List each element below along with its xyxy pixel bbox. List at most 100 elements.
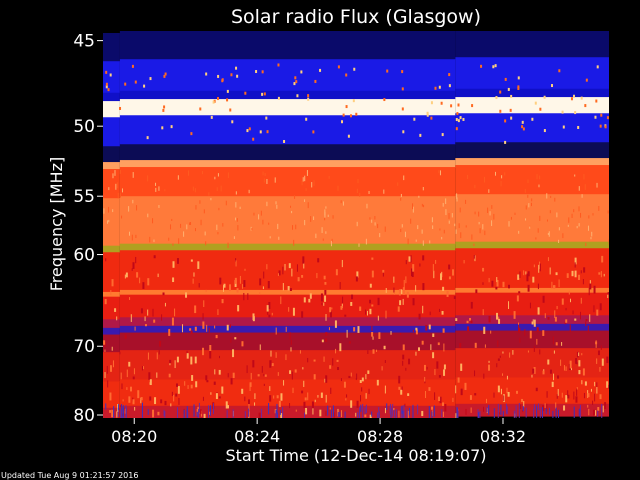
texture-striation	[523, 270, 525, 276]
texture-striation	[244, 396, 246, 402]
texture-striation	[359, 306, 362, 311]
texture-mottle	[227, 172, 229, 179]
texture-striation	[434, 369, 436, 376]
texture-mottle	[443, 229, 445, 234]
texture-striation	[590, 388, 592, 392]
texture-striation	[574, 262, 576, 268]
texture-striation	[257, 374, 260, 377]
texture-mottle	[530, 202, 532, 207]
texture-mottle	[128, 206, 130, 212]
texture-striation	[187, 385, 189, 389]
texture-mottle	[379, 233, 381, 238]
texture-striation	[248, 403, 250, 411]
texture-striation	[105, 258, 107, 262]
texture-striation	[563, 405, 566, 411]
texture-mottle	[455, 229, 457, 234]
texture-striation	[572, 310, 574, 315]
texture-mottle	[458, 223, 460, 229]
texture-interference	[177, 407, 179, 418]
texture-striation	[453, 296, 456, 300]
texture-speckle	[577, 125, 580, 129]
texture-striation	[533, 319, 536, 327]
texture-speckle	[585, 78, 588, 82]
spectrum-band	[119, 250, 456, 291]
texture-speckle	[507, 87, 510, 91]
texture-striation	[185, 292, 188, 298]
texture-striation	[407, 393, 410, 396]
texture-speckle	[434, 86, 437, 90]
texture-mottle	[325, 231, 327, 234]
texture-mottle	[253, 212, 255, 216]
texture-striation	[593, 305, 595, 313]
texture-mottle	[529, 226, 531, 229]
texture-mottle	[328, 175, 330, 179]
texture-speckle	[517, 85, 520, 89]
texture-mottle	[400, 193, 402, 198]
texture-mottle	[220, 185, 222, 192]
texture-striation	[137, 390, 140, 399]
texture-striation	[325, 338, 328, 342]
texture-striation	[589, 280, 591, 286]
texture-striation	[584, 381, 587, 386]
texture-mottle	[210, 197, 212, 201]
texture-mottle	[487, 207, 489, 214]
texture-striation	[218, 369, 221, 375]
texture-mottle	[536, 174, 538, 180]
texture-speckle	[383, 98, 386, 102]
texture-striation	[246, 365, 248, 374]
texture-striation	[579, 311, 581, 320]
texture-speckle	[355, 112, 358, 116]
texture-mottle	[459, 207, 461, 213]
texture-striation	[361, 377, 364, 382]
texture-striation	[393, 292, 395, 295]
texture-mottle	[558, 239, 560, 244]
texture-striation	[425, 391, 427, 399]
texture-mottle	[410, 218, 412, 224]
texture-striation	[604, 402, 607, 410]
texture-striation	[361, 387, 363, 392]
texture-striation	[160, 399, 163, 404]
texture-interference	[198, 402, 200, 413]
texture-interference	[120, 409, 122, 418]
x-tick-label: 08:24	[234, 427, 280, 446]
texture-speckle	[492, 65, 495, 69]
spectrum-band	[455, 377, 609, 405]
texture-mottle	[580, 212, 582, 218]
texture-striation	[357, 326, 360, 333]
spectrum-band	[119, 379, 456, 407]
texture-striation	[497, 358, 500, 361]
texture-striation	[567, 390, 569, 397]
texture-striation	[144, 316, 146, 322]
texture-striation	[561, 342, 563, 346]
spectrum-band	[103, 61, 120, 94]
texture-interference	[122, 405, 124, 418]
texture-mottle	[422, 240, 424, 246]
texture-striation	[490, 330, 492, 334]
texture-striation	[422, 283, 425, 291]
texture-striation	[442, 402, 445, 406]
texture-mottle	[383, 189, 385, 194]
texture-mottle	[479, 228, 481, 234]
texture-interference	[330, 409, 332, 418]
texture-mottle	[132, 199, 134, 204]
texture-striation	[565, 395, 568, 403]
texture-mottle	[465, 199, 467, 204]
texture-striation	[214, 325, 216, 329]
texture-striation	[176, 383, 179, 387]
y-axis-ticks: 45 50 55 60 70 80	[73, 32, 103, 426]
x-tick-label: 08:20	[111, 427, 157, 446]
texture-striation	[371, 257, 374, 260]
texture-mottle	[331, 238, 333, 243]
texture-striation	[488, 277, 490, 283]
texture-speckle	[604, 125, 607, 129]
texture-mottle	[397, 182, 399, 186]
texture-mottle	[365, 238, 367, 245]
texture-mottle	[177, 175, 179, 180]
texture-striation	[324, 295, 327, 302]
texture-striation	[539, 349, 541, 355]
texture-mottle	[508, 221, 510, 227]
texture-striation	[128, 396, 131, 403]
texture-interference	[402, 410, 404, 418]
texture-striation	[267, 281, 270, 289]
texture-striation	[332, 358, 334, 366]
